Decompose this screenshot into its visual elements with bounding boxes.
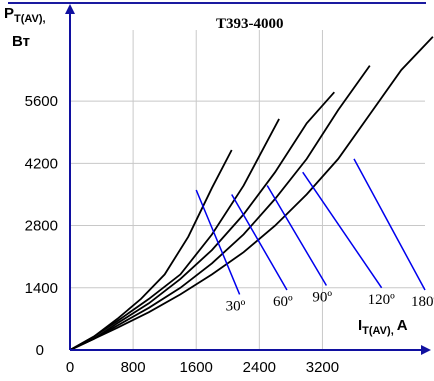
- x-axis-label-comma: ,: [391, 325, 394, 337]
- y-axis-label: PT(AV),: [4, 5, 46, 25]
- x-tick-label: 1600: [180, 359, 213, 376]
- x-tick-label: 2400: [243, 359, 276, 376]
- angle-marker-label: 120º: [368, 292, 396, 308]
- series-line: [69, 36, 434, 351]
- angle-marker-label: 180º: [411, 294, 434, 310]
- y-tick-label: 4200: [25, 155, 58, 172]
- x-axis-label-main: I: [358, 317, 362, 334]
- y-tick-label: 2800: [25, 218, 58, 235]
- angle-markers: 30º 60º 90º 120º 180º: [195, 158, 434, 314]
- y-tick-label: 0: [36, 342, 44, 359]
- angle-marker-line: [266, 185, 328, 286]
- angle-marker-line: [231, 194, 288, 291]
- y-axis-label-comma: ,: [43, 13, 46, 25]
- x-axis-unit: A: [397, 317, 408, 334]
- y-axis-unit: Вт: [12, 33, 30, 50]
- axes: [65, 4, 431, 355]
- series-line: [69, 149, 233, 351]
- curves: [69, 36, 434, 351]
- x-tick-label: 0: [66, 359, 74, 376]
- x-axis-label: IT(AV), A: [358, 317, 408, 337]
- y-tick-label: 1400: [25, 280, 58, 297]
- y-tick-label: 5600: [25, 93, 58, 110]
- series-line: [69, 91, 335, 351]
- gridlines: [70, 30, 425, 350]
- angle-marker-line: [302, 171, 383, 289]
- y-axis-label-main: P: [4, 5, 14, 22]
- x-axis-label-sub: T(AV): [362, 325, 391, 337]
- y-axis-label-sub: T(AV): [14, 13, 43, 25]
- y-axis-arrow: [65, 4, 75, 14]
- chart-title: T393-4000: [216, 16, 284, 32]
- series-line: [69, 118, 280, 351]
- x-tick-label: 800: [121, 359, 146, 376]
- angle-marker-label: 60º: [273, 294, 293, 310]
- series-line: [69, 65, 371, 351]
- angle-marker-line: [353, 158, 426, 291]
- angle-marker-label: 30º: [226, 298, 246, 314]
- angle-marker-line: [195, 189, 241, 295]
- tick-labels: 0 800 1600 2400 3200 0 1400 2800 4200 5600: [25, 93, 340, 376]
- x-tick-label: 3200: [306, 359, 339, 376]
- x-axis-arrow: [421, 345, 431, 355]
- angle-marker-label: 90º: [312, 290, 332, 306]
